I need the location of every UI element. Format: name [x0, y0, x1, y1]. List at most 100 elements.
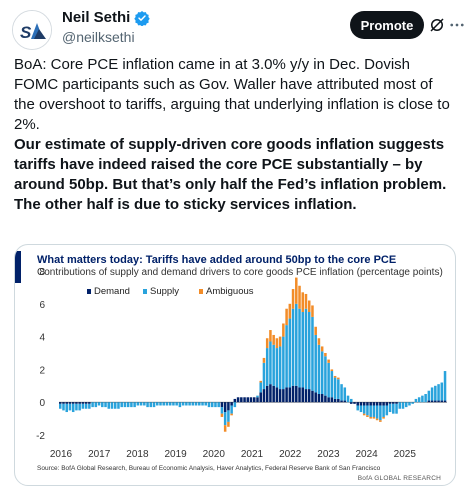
bar-supply-2018-09: [162, 402, 165, 406]
bar-supply-2024-08: [392, 403, 395, 414]
bar-demand-2025-07: [427, 400, 431, 403]
user-handle[interactable]: @neilksethi: [62, 29, 135, 45]
bar-supply-2019-06: [191, 402, 195, 406]
bar-demand-2021-02: [256, 397, 259, 403]
bar-demand-2024-02: [372, 402, 376, 406]
avatar[interactable]: S: [12, 10, 52, 50]
bar-supply-2022-12: [327, 362, 330, 398]
more-icon[interactable]: [446, 14, 466, 36]
bar-demand-2025-08: [430, 400, 434, 403]
verified-badge-icon: [134, 10, 151, 26]
bar-supply-2023-06: [346, 395, 350, 403]
x-tick-label: 2016: [50, 449, 73, 460]
bar-supply-2024-02: [372, 405, 376, 417]
bar-supply-2020-02: [217, 402, 220, 408]
bar-supply-2019-11: [207, 402, 211, 408]
bar-supply-2018-08: [159, 402, 162, 406]
bar-demand-2022-04: [301, 387, 305, 403]
bar-demand-2023-12: [366, 402, 369, 406]
bar-demand-2021-09: [278, 389, 282, 403]
bar-supply-2017-04: [107, 402, 111, 409]
bar-ambiguous-2024-02: [372, 416, 376, 419]
bar-demand-2023-09: [356, 402, 359, 406]
bar-supply-2023-03: [337, 379, 340, 399]
bar-demand-2023-01: [330, 397, 334, 403]
y-tick-label: 6: [39, 300, 45, 311]
bar-demand-2022-11: [324, 395, 327, 403]
bar-supply-2024-04: [379, 405, 382, 421]
bar-ambiguous-2021-10: [282, 323, 285, 337]
promote-button[interactable]: Promote: [350, 11, 424, 39]
bar-demand-2020-12: [249, 397, 253, 403]
bar-ambiguous-2023-03: [337, 377, 340, 380]
bar-ambiguous-2022-05: [304, 293, 308, 309]
bar-demand-2023-02: [333, 398, 337, 403]
bar-demand-2021-11: [285, 387, 288, 403]
bar-supply-2024-07: [388, 403, 392, 413]
y-tick-label: 2: [39, 365, 45, 376]
bar-ambiguous-2022-09: [317, 338, 321, 345]
bar-ambiguous-2022-08: [314, 326, 317, 335]
bar-supply-2016-04: [68, 403, 72, 411]
card-accent-bar: [15, 251, 21, 283]
bar-ambiguous-2020-06: [230, 413, 233, 416]
bar-demand-2020-04: [223, 402, 227, 413]
bar-supply-2017-01: [97, 402, 101, 406]
bar-demand-2021-04: [262, 389, 266, 403]
bar-demand-2023-04: [340, 400, 343, 403]
bar-ambiguous-2022-11: [324, 353, 327, 357]
bar-supply-2018-04: [146, 402, 149, 408]
bar-supply-2016-03: [65, 403, 68, 413]
bar-supply-2016-07: [78, 403, 81, 411]
bar-ambiguous-2020-03: [220, 413, 224, 417]
svg-text:S: S: [20, 23, 32, 42]
bar-demand-2021-06: [269, 384, 272, 403]
y-tick-label: -2: [36, 431, 45, 442]
display-name-row[interactable]: Neil Sethi: [62, 9, 151, 26]
bar-demand-2016-01: [59, 402, 62, 404]
bar-ambiguous-2022-07: [311, 305, 314, 317]
bar-supply-2022-05: [304, 308, 308, 390]
bar-demand-2023-10: [359, 402, 363, 406]
bar-supply-2024-01: [369, 405, 372, 417]
bar-demand-2021-03: [259, 392, 262, 403]
bar-supply-2017-10: [126, 402, 130, 408]
bar-demand-2016-10: [88, 402, 91, 404]
bar-supply-2018-05: [149, 402, 153, 408]
bar-supply-2024-10: [398, 402, 402, 409]
bar-demand-2024-09: [395, 402, 398, 404]
bar-demand-2020-07: [233, 398, 237, 403]
bar-supply-2020-01: [214, 402, 217, 408]
bar-demand-2020-08: [236, 397, 240, 403]
bar-supply-2019-01: [175, 402, 178, 406]
bar-demand-2024-03: [375, 402, 379, 406]
bar-supply-2025-03: [414, 398, 418, 403]
bar-supply-2018-03: [143, 402, 146, 406]
bar-ambiguous-2022-02: [295, 277, 298, 304]
chart-image-card[interactable]: What matters today: Tariffs have added a…: [14, 244, 456, 486]
bar-supply-2016-09: [84, 403, 88, 409]
legend-swatch-ambiguous: [199, 289, 203, 294]
bar-supply-2021-10: [282, 336, 285, 390]
tweet-text-paragraph-2: Our estimate of supply-driven core goods…: [14, 136, 447, 213]
bar-supply-2023-05: [343, 387, 347, 401]
grok-icon[interactable]: [426, 14, 448, 36]
y-tick-label: 8: [39, 267, 45, 278]
bar-supply-2021-11: [285, 325, 288, 388]
bar-demand-2020-10: [243, 397, 246, 403]
bar-supply-2023-10: [359, 405, 363, 413]
bar-demand-2023-05: [343, 400, 347, 403]
display-name[interactable]: Neil Sethi: [62, 9, 131, 26]
bar-demand-2022-05: [304, 389, 308, 403]
bar-demand-2016-07: [78, 402, 81, 404]
legend-swatch-demand: [87, 289, 91, 294]
bar-supply-2017-02: [101, 402, 104, 408]
bar-ambiguous-2021-05: [265, 338, 269, 349]
bar-supply-2021-09: [278, 346, 282, 390]
bar-supply-2019-05: [188, 402, 191, 406]
bar-supply-2019-09: [201, 402, 204, 406]
bar-supply-2021-06: [269, 341, 272, 385]
bar-demand-2025-12: [443, 400, 447, 403]
bar-demand-2024-08: [392, 402, 395, 404]
bar-supply-2019-04: [185, 402, 188, 406]
